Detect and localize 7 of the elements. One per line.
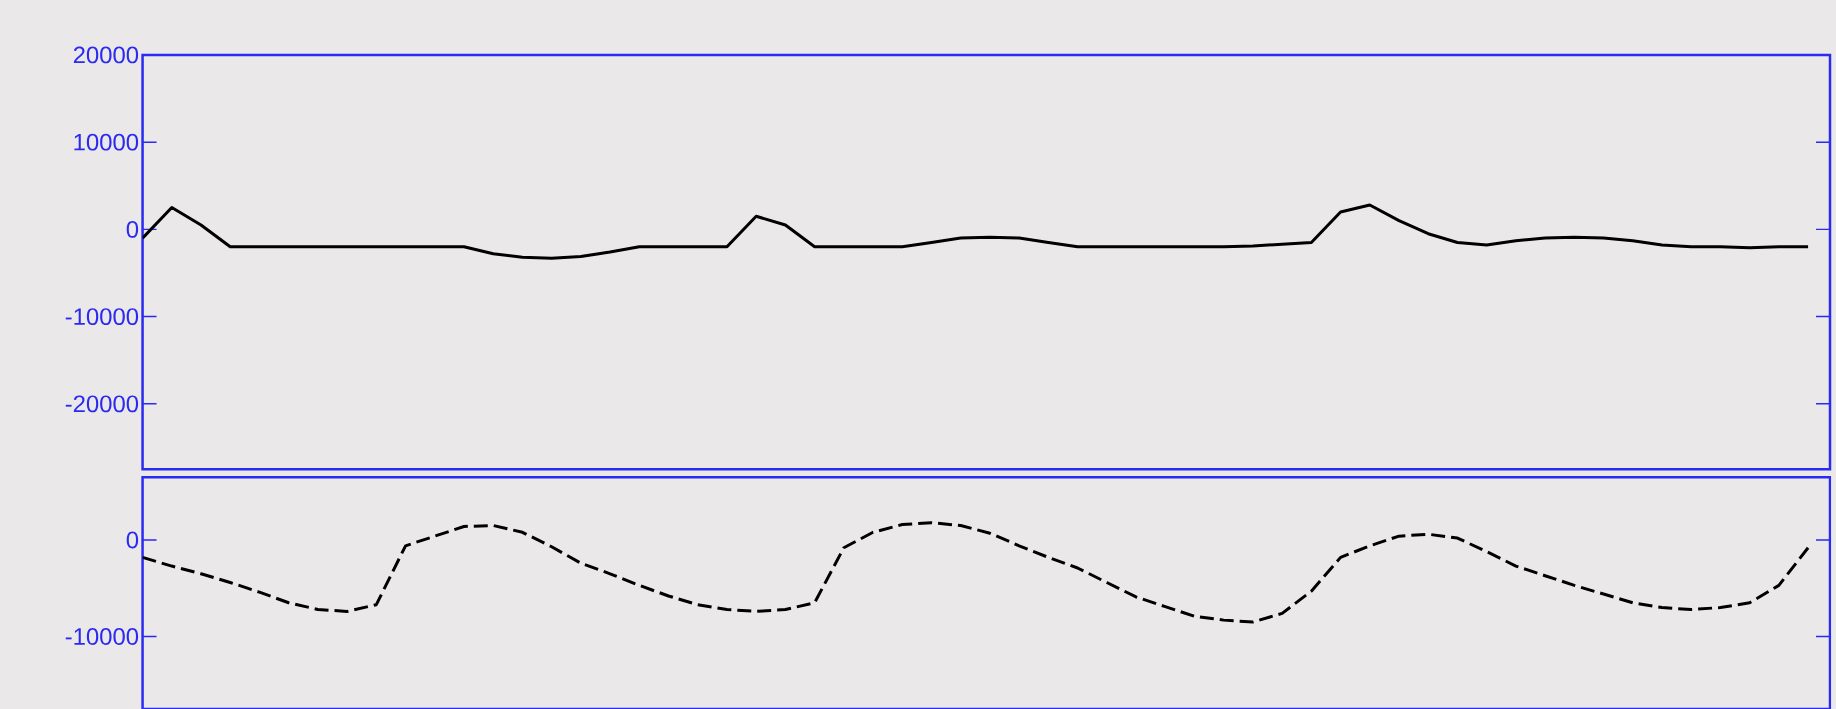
y-tick-label: 10000 [74, 133, 139, 151]
y-tick-label: 0 [126, 531, 139, 549]
y-tick-label: -10000 [65, 628, 139, 646]
y-tick-label: -10000 [65, 308, 139, 326]
y-tick-label: -20000 [65, 395, 139, 413]
y-tick-label: 20000 [73, 46, 139, 64]
y-tick-label: 0 [126, 220, 139, 238]
